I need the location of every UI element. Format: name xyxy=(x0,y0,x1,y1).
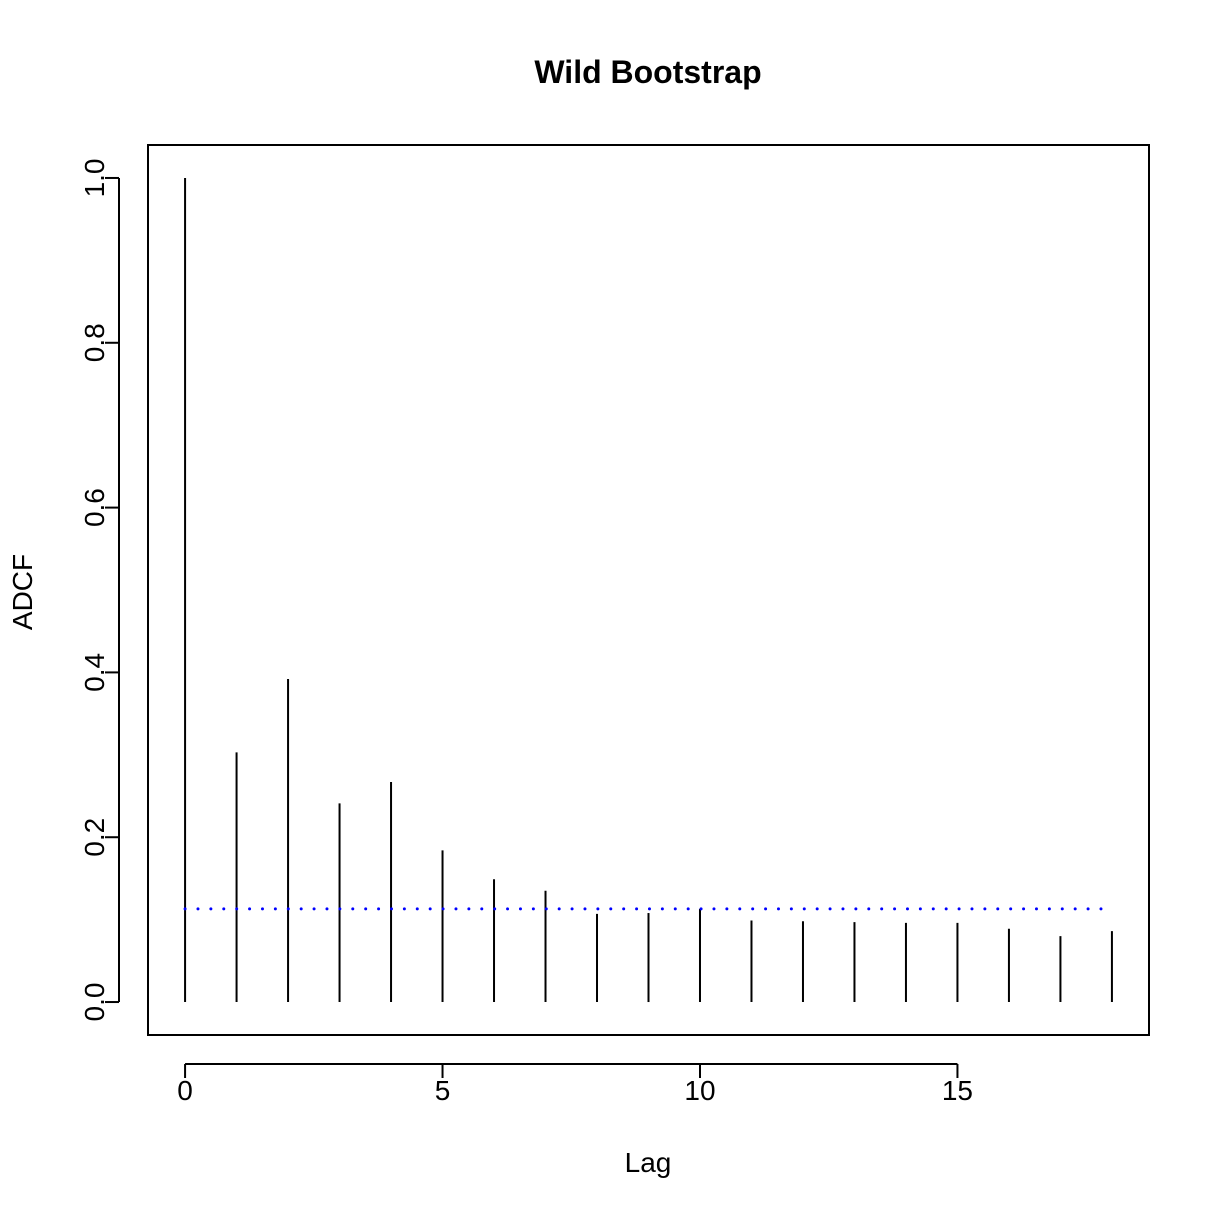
x-tick-label: 0 xyxy=(177,1075,193,1106)
y-tick-label: 0.6 xyxy=(79,488,110,527)
x-tick-label: 10 xyxy=(684,1075,715,1106)
y-axis-label: ADCF xyxy=(7,554,38,630)
chart-title: Wild Bootstrap xyxy=(534,54,761,90)
x-tick-label: 5 xyxy=(435,1075,451,1106)
plot-frame xyxy=(147,144,1150,1036)
x-tick-label: 15 xyxy=(942,1075,973,1106)
bars xyxy=(184,177,1113,1003)
y-tick-label: 1.0 xyxy=(79,158,110,197)
y-tick-label: 0.4 xyxy=(79,653,110,692)
x-axis-label: Lag xyxy=(625,1147,672,1178)
y-axis: 0.0 0.2 0.4 0.6 0.8 1.0 xyxy=(79,158,120,1022)
y-tick-label: 0.2 xyxy=(79,818,110,857)
x-axis: 0 5 10 15 xyxy=(177,1063,973,1106)
y-tick-label: 0.8 xyxy=(79,323,110,362)
y-tick-label: 0.0 xyxy=(79,983,110,1022)
